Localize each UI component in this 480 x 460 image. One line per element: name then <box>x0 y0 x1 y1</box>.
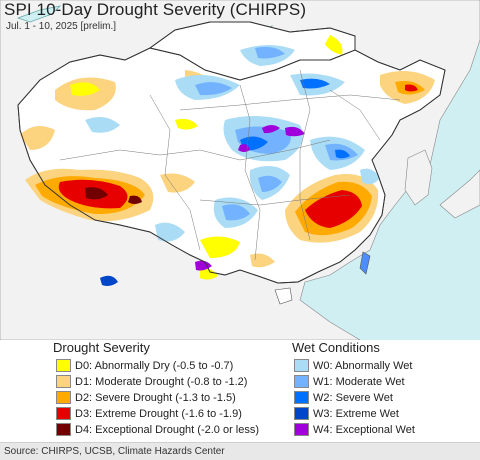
legend-item-d2: D2: Severe Drought (-1.3 to -1.5) <box>56 390 236 405</box>
legend-swatch-w4 <box>294 423 309 436</box>
legend-label-w0: W0: Abnormally Wet <box>313 359 413 372</box>
source-footer: Source: CHIRPS, UCSB, Climate Hazards Ce… <box>0 442 480 460</box>
wet-legend-heading: Wet Conditions <box>292 340 380 355</box>
province-borders <box>59 69 401 261</box>
hainan-land <box>274 287 293 305</box>
japan-land <box>439 169 480 219</box>
legend-swatch-d3 <box>56 407 71 420</box>
legend-swatch-d2 <box>56 391 71 404</box>
legend-swatch-d0 <box>56 359 71 372</box>
legend-item-w4: W4: Exceptional Wet <box>294 422 415 437</box>
legend-swatch-d4 <box>56 423 71 436</box>
legend-swatch-w0 <box>294 359 309 372</box>
legend-label-w2: W2: Severe Wet <box>313 391 393 404</box>
legend-label-d4: D4: Exceptional Drought (-2.0 or less) <box>75 423 260 436</box>
legend-item-d4: D4: Exceptional Drought (-2.0 or less) <box>56 422 259 437</box>
legend-label-d3: D3: Extreme Drought (-1.6 to -1.9) <box>75 407 242 420</box>
source-text: Source: CHIRPS, UCSB, Climate Hazards Ce… <box>4 446 225 457</box>
legend-swatch-w2 <box>294 391 309 404</box>
legend-swatch-d1 <box>56 375 71 388</box>
legend-label-w1: W1: Moderate Wet <box>313 375 405 388</box>
drought-map: SPI 10-Day Drought Severity (CHIRPS) Jul… <box>0 0 480 340</box>
legend-label-d2: D2: Severe Drought (-1.3 to -1.5) <box>75 391 236 404</box>
wet-patches <box>85 45 380 286</box>
legend: Drought Severity Wet Conditions D0: Abno… <box>0 340 480 442</box>
map-canvas <box>0 0 480 340</box>
legend-item-w2: W2: Severe Wet <box>294 390 393 405</box>
map-subtitle: Jul. 1 - 10, 2025 [prelim.] <box>6 21 117 32</box>
legend-label-w3: W3: Extreme Wet <box>313 407 399 420</box>
legend-item-w3: W3: Extreme Wet <box>294 406 399 421</box>
taiwan-land <box>359 251 371 275</box>
legend-label-d1: D1: Moderate Drought (-0.8 to -1.2) <box>75 375 248 388</box>
legend-label-w4: W4: Exceptional Wet <box>313 423 415 436</box>
legend-item-w1: W1: Moderate Wet <box>294 374 405 389</box>
legend-swatch-w3 <box>294 407 309 420</box>
legend-item-d0: D0: Abnormally Dry (-0.5 to -0.7) <box>56 358 233 373</box>
legend-item-w0: W0: Abnormally Wet <box>294 358 412 373</box>
china-outline <box>17 47 446 284</box>
legend-item-d1: D1: Moderate Drought (-0.8 to -1.2) <box>56 374 247 389</box>
legend-label-d0: D0: Abnormally Dry (-0.5 to -0.7) <box>75 359 234 372</box>
lake-balkhash <box>16 5 62 23</box>
drought-patches <box>20 35 435 280</box>
mongolia-outline <box>149 21 356 50</box>
legend-item-d3: D3: Extreme Drought (-1.6 to -1.9) <box>56 406 242 421</box>
legend-swatch-w1 <box>294 375 309 388</box>
map-title: SPI 10-Day Drought Severity (CHIRPS) <box>4 0 307 19</box>
korea-land <box>404 149 433 206</box>
drought-legend-heading: Drought Severity <box>53 340 150 355</box>
